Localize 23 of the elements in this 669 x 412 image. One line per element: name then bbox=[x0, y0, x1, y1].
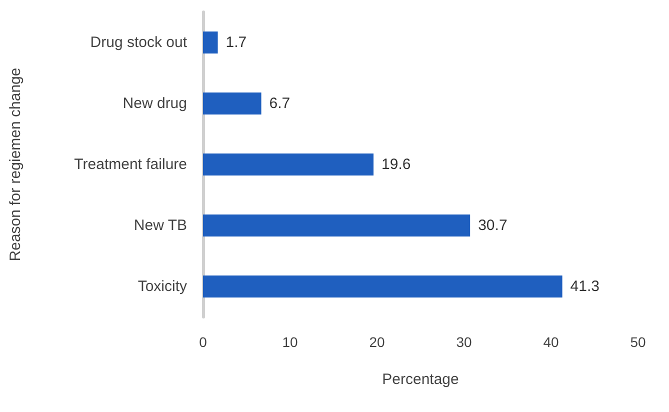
y-tick-label: Drug stock out bbox=[90, 34, 188, 51]
bar bbox=[203, 214, 470, 236]
y-axis-title: Reason for regiemen change bbox=[7, 68, 24, 262]
data-label: 41.3 bbox=[570, 278, 600, 295]
y-tick-label: New TB bbox=[134, 217, 187, 234]
bar bbox=[203, 32, 218, 54]
bar bbox=[203, 276, 562, 298]
y-tick-label: Treatment failure bbox=[74, 156, 187, 173]
x-tick-label: 30 bbox=[456, 334, 472, 350]
bar bbox=[203, 154, 374, 176]
data-label: 30.7 bbox=[478, 217, 508, 234]
y-tick-label: New drug bbox=[122, 95, 187, 112]
data-label: 19.6 bbox=[382, 156, 411, 173]
x-tick-label: 10 bbox=[282, 334, 298, 350]
x-tick-label: 20 bbox=[369, 334, 385, 350]
data-label: 6.7 bbox=[269, 95, 290, 112]
y-tick-label: Toxicity bbox=[138, 278, 188, 295]
x-tick-label: 0 bbox=[199, 334, 208, 350]
data-label: 1.7 bbox=[226, 34, 247, 51]
x-axis-title: Percentage bbox=[382, 371, 459, 388]
x-tick-label: 40 bbox=[543, 334, 559, 350]
bar bbox=[203, 92, 262, 114]
x-tick-label: 50 bbox=[630, 334, 646, 350]
